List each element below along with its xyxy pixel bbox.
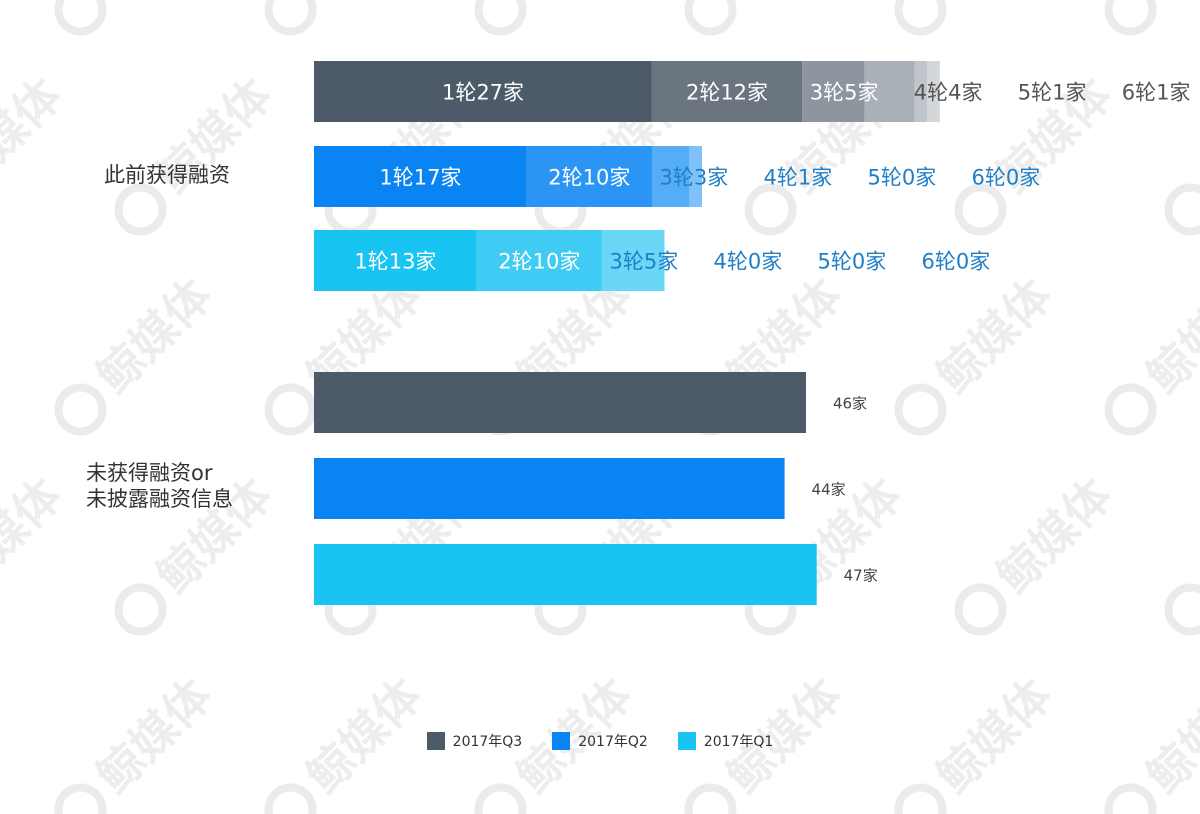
single-row-q1: 47家 [314,544,878,605]
bar-segment-q1-round-2 [476,230,602,291]
legend-item-q1: 2017年Q1 [677,731,774,751]
data-label-q1-no-funding: 47家 [844,567,878,585]
data-label-q2-round-4: 4轮1家 [764,166,833,190]
data-label-q2-round-6: 6轮0家 [972,166,1041,190]
category-label-line-1: 未获得融资or [86,461,213,485]
stacked-row-q1: 1轮13家 2轮10家 3轮5家 4轮0家 5轮0家 6轮0家 [314,230,990,291]
data-label-q2-no-funding: 44家 [812,481,846,499]
legend: 2017年Q3 2017年Q2 2017年Q1 [0,731,1200,751]
bar-segment-q3-round-2 [651,61,803,122]
bar-segment-q3-round-1 [314,61,652,122]
single-row-q2: 44家 [314,458,846,519]
legend-label-q2: 2017年Q2 [578,734,648,750]
data-label-q2-round-1: 1轮17家 [379,166,461,190]
category-label-line-2: 未披露融资信息 [86,487,233,511]
legend-swatch-q1 [677,732,696,750]
bar-segment-q3-round-3 [802,61,865,122]
bar-segment-q3-round-6 [927,61,940,122]
bar-segment-q2-round-3 [651,146,690,207]
data-label-q1-round-4: 4轮0家 [714,250,783,274]
data-label-q3-round-6: 6轮1家 [1122,81,1191,105]
stacked-row-q2: 1轮17家 2轮10家 3轮3家 4轮1家 5轮0家 6轮0家 [314,146,1040,207]
data-label-q3-round-4: 4轮4家 [914,81,983,105]
data-label-q2-round-3: 3轮3家 [660,166,729,190]
data-label-q3-round-5: 5轮1家 [1018,81,1087,105]
data-label-q3-round-3: 3轮5家 [810,81,879,105]
data-label-q2-round-5: 5轮0家 [868,166,937,190]
data-label-q1-round-2: 2轮10家 [498,250,580,274]
legend-item-q3: 2017年Q3 [426,731,523,751]
legend-swatch-q3 [426,732,445,750]
stacked-row-q3: 1轮27家 2轮12家 3轮5家 4轮4家 5轮1家 6轮1家 [314,61,1190,122]
bar-segment-q1-round-1 [314,230,477,291]
data-label-q1-round-5: 5轮0家 [818,250,887,274]
bar-q1-no-funding [314,544,817,605]
legend-label-q1: 2017年Q1 [703,734,774,750]
bar-q3-no-funding [314,372,806,433]
legend-item-q2: 2017年Q2 [552,731,648,751]
category-label-previous-funding: 此前获得融资 [104,163,230,187]
bar-segment-q3-round-4 [864,61,915,122]
data-label-q3-round-2: 2轮12家 [686,81,768,105]
data-label-q3-no-funding: 46家 [833,395,867,413]
single-row-q3: 46家 [314,372,867,433]
bar-q2-no-funding [314,458,785,519]
data-label-q1-round-3: 3轮5家 [610,250,679,274]
category-label-no-funding: 未获得融资or 未披露融资信息 [86,460,233,512]
bar-segment-q2-round-4 [689,146,702,207]
bar-segment-q1-round-3 [601,230,665,291]
data-label-q3-round-1: 1轮27家 [442,81,524,105]
bar-segment-q3-round-5 [914,61,928,122]
legend-swatch-q2 [552,732,571,750]
data-label-q1-round-1: 1轮13家 [354,250,436,274]
data-label-q2-round-2: 2轮10家 [548,166,630,190]
data-label-q1-round-6: 6轮0家 [922,250,991,274]
legend-label-q3: 2017年Q3 [452,734,523,750]
